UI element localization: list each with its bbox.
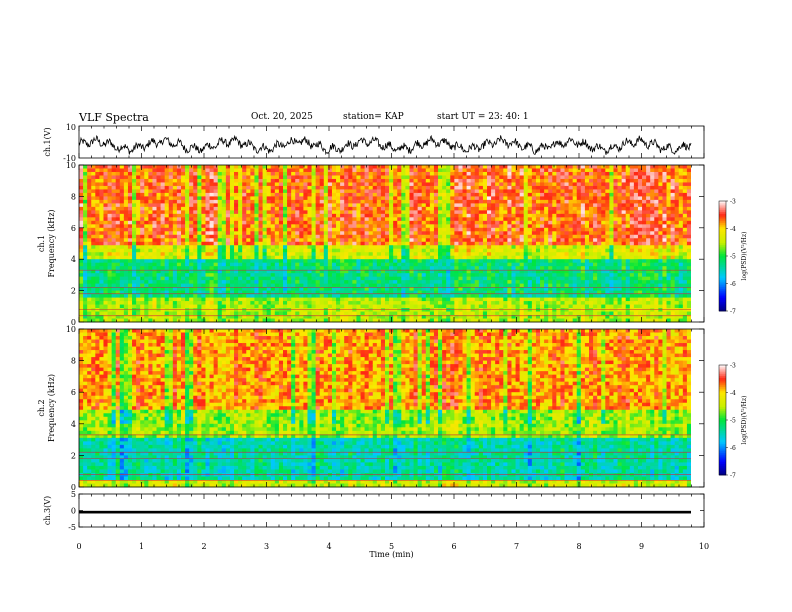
y-tick-label: 8 [71, 192, 76, 201]
x-tick-label: 9 [639, 542, 644, 551]
x-tick-label: 2 [201, 542, 206, 551]
colorbar-tick-label: -7 [730, 473, 736, 480]
chart-title: VLF Spectra [79, 111, 149, 124]
y-tick-label: 10 [66, 325, 76, 334]
x-tick-label: 4 [326, 542, 331, 551]
y-tick-label: 4 [71, 255, 76, 264]
y-tick-label: 8 [71, 357, 76, 366]
ch1-spectrogram-colorbar-label: log(PSD)(V²/Hz) [741, 232, 748, 281]
y-tick-label: 6 [71, 388, 76, 397]
ch3-y-axis-label: ch.3(V) [43, 496, 52, 525]
x-tick-label: 3 [264, 542, 269, 551]
x-tick-label: 5 [389, 542, 394, 551]
ch1-spectrogram-heatmap [79, 165, 692, 323]
ch1-waveform-line [78, 134, 692, 156]
y-tick-label: 10 [66, 161, 76, 170]
colorbar-tick-label: -4 [730, 226, 736, 233]
colorbar-tick-label: -3 [730, 363, 736, 370]
x-tick-label: 7 [514, 542, 519, 551]
colorbar-tick-label: -4 [730, 390, 736, 397]
colorbar-tick-label: -6 [730, 445, 736, 452]
x-tick-label: 10 [699, 542, 709, 551]
colorbar-tick-label: -3 [730, 199, 736, 206]
y-tick-label: 2 [71, 287, 76, 296]
colorbar-tick-label: -5 [730, 418, 736, 425]
x-tick-label: 6 [451, 542, 456, 551]
y-tick-label: -10 [63, 154, 76, 163]
y-tick-label: 0 [71, 483, 76, 492]
y-tick-label: 2 [71, 451, 76, 460]
colorbar-tick-label: -5 [730, 254, 736, 261]
ch2-spectrogram-colorbar-label: log(PSD)(V²/Hz) [741, 396, 748, 445]
ch1-spectrogram-channel-label: ch.1 [37, 235, 46, 252]
ch3-signal-band [79, 510, 691, 514]
y-tick-label: 5 [71, 490, 76, 499]
station-label: station= KAP [343, 112, 404, 122]
date-label: Oct. 20, 2025 [251, 112, 313, 122]
colorbar-tick-label: -6 [730, 281, 736, 288]
x-axis-label: Time (min) [369, 550, 413, 559]
x-tick-label: 8 [576, 542, 581, 551]
y-tick-label: 4 [71, 420, 76, 429]
ch1-spectrogram-y-axis-label: Frequency (kHz) [47, 209, 56, 277]
ch2-spectrogram-y-axis-label: Frequency (kHz) [47, 374, 56, 442]
y-tick-label: -5 [68, 523, 76, 532]
x-tick-label: 0 [76, 542, 81, 551]
y-tick-label: 10 [66, 123, 76, 132]
start-time-label: start UT = 23: 40: 1 [437, 112, 529, 122]
x-tick-label: 1 [139, 542, 144, 551]
ch2-spectrogram-heatmap [79, 329, 692, 488]
y-tick-label: 0 [71, 318, 76, 327]
ch2-spectrogram-channel-label: ch.2 [37, 399, 46, 416]
colorbar-tick-label: -7 [730, 309, 736, 316]
y-tick-label: 0 [71, 507, 76, 516]
y-tick-label: 6 [71, 224, 76, 233]
ch1-y-axis-label: ch.1(V) [43, 127, 52, 156]
